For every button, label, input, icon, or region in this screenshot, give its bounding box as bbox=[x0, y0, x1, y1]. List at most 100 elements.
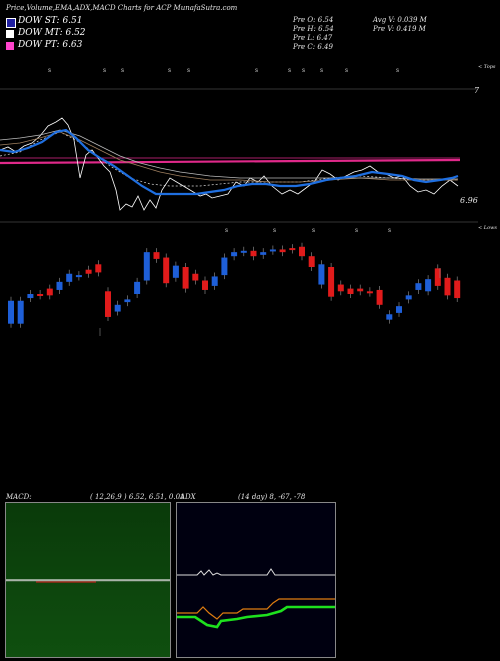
candle-body bbox=[8, 300, 14, 324]
candle-body bbox=[415, 283, 422, 290]
candle-body bbox=[250, 250, 257, 257]
candle-body bbox=[211, 276, 218, 286]
svg-text:s: s bbox=[302, 67, 305, 74]
volume-ticks bbox=[99, 268, 441, 336]
candle-body bbox=[347, 288, 354, 294]
price-high-label: 7 bbox=[474, 86, 480, 95]
candle-body bbox=[269, 249, 276, 252]
ema-blue bbox=[0, 128, 459, 196]
svg-text:s: s bbox=[355, 227, 358, 234]
legend-pt: DOW PT: 6.63 bbox=[18, 40, 83, 50]
legend-swatch-mt bbox=[6, 30, 14, 38]
price-low-label: 6.96 bbox=[460, 196, 478, 205]
candle-body bbox=[444, 277, 451, 296]
macd-svg bbox=[6, 579, 170, 583]
candle-body bbox=[221, 257, 228, 276]
candle-body bbox=[425, 279, 432, 292]
legend-mt: DOW MT: 6.52 bbox=[18, 28, 86, 38]
svg-text:s: s bbox=[396, 67, 399, 74]
candle-body bbox=[337, 284, 344, 292]
svg-text:s: s bbox=[320, 67, 323, 74]
legend-swatch-pt bbox=[6, 42, 14, 50]
candle-body bbox=[202, 280, 208, 290]
candle-body bbox=[134, 281, 141, 294]
candle-body bbox=[308, 256, 315, 267]
candle-body bbox=[328, 267, 335, 297]
candle-body bbox=[396, 306, 402, 313]
macd-params: ( 12,26,9 ) 6.52, 6.51, 0.01 bbox=[90, 493, 185, 501]
candle-body bbox=[182, 267, 189, 289]
legend-st: DOW ST: 6.51 bbox=[18, 16, 83, 26]
svg-text:s: s bbox=[168, 67, 171, 74]
quote-high: Pre H: 6.54 bbox=[293, 25, 334, 33]
candle-body bbox=[105, 291, 111, 317]
candle-body bbox=[114, 304, 121, 312]
candle-body bbox=[56, 281, 63, 290]
legend-swatch-st bbox=[6, 18, 16, 28]
adx-green bbox=[177, 605, 335, 629]
adx-label: ADX bbox=[180, 493, 196, 501]
candle-body bbox=[299, 246, 305, 257]
svg-text:s: s bbox=[388, 227, 391, 234]
svg-text:s: s bbox=[345, 67, 348, 74]
candle-body bbox=[192, 273, 199, 281]
svg-text:s: s bbox=[48, 67, 51, 74]
pt-line bbox=[0, 158, 461, 165]
candle-body bbox=[153, 252, 160, 259]
svg-text:s: s bbox=[121, 67, 124, 74]
candle-body bbox=[434, 268, 441, 286]
macd-label: MACD: bbox=[6, 493, 32, 501]
candle-body bbox=[240, 250, 247, 253]
candle-body bbox=[95, 264, 102, 273]
adx-white bbox=[177, 568, 335, 576]
svg-text:s: s bbox=[288, 67, 291, 74]
candle-body bbox=[405, 295, 412, 300]
candle-body bbox=[376, 289, 383, 305]
candle-body bbox=[17, 300, 24, 324]
price-line bbox=[0, 117, 459, 211]
candle-body bbox=[231, 252, 238, 257]
adx-panel bbox=[176, 502, 336, 658]
svg-text:s: s bbox=[225, 227, 228, 234]
chart-title: Price,Volume,EMA,ADX,MACD Charts for ACP… bbox=[6, 4, 238, 12]
candle-body bbox=[66, 273, 73, 282]
candle-body bbox=[163, 257, 170, 284]
candle-body bbox=[46, 288, 53, 296]
adx-orange bbox=[177, 598, 335, 620]
candle-body bbox=[260, 252, 267, 255]
candle-body bbox=[386, 314, 393, 320]
lows-label: < Lows bbox=[478, 225, 497, 231]
svg-text:s: s bbox=[187, 67, 190, 74]
candle-body bbox=[318, 264, 325, 285]
adx-params: (14 day) 8, -67, -78 bbox=[238, 493, 306, 501]
candle-body bbox=[85, 269, 92, 274]
adx-svg bbox=[177, 568, 335, 629]
quote-close: Pre C: 6.49 bbox=[293, 43, 333, 51]
avg-volume: Avg V: 0.039 M bbox=[373, 16, 427, 24]
candle-body bbox=[289, 248, 296, 251]
ema-grey bbox=[0, 129, 458, 180]
candle-body bbox=[143, 252, 150, 281]
candle-body bbox=[172, 265, 179, 278]
candle-body bbox=[27, 294, 34, 299]
svg-text:s: s bbox=[273, 227, 276, 234]
quote-open: Pre O: 6.54 bbox=[293, 16, 334, 24]
candle-body bbox=[279, 249, 286, 253]
candle-body bbox=[75, 275, 82, 278]
candle-body bbox=[124, 299, 131, 303]
prev-volume: Pre V: 0.419 M bbox=[373, 25, 426, 33]
candle-body bbox=[37, 294, 44, 296]
tops-label: < Tops bbox=[478, 64, 496, 70]
candle-body bbox=[366, 291, 373, 294]
svg-text:s: s bbox=[255, 67, 258, 74]
candles bbox=[8, 242, 461, 328]
svg-text:s: s bbox=[312, 227, 315, 234]
quote-low: Pre L: 6.47 bbox=[293, 34, 333, 42]
svg-text:s: s bbox=[103, 67, 106, 74]
macd-panel bbox=[5, 502, 171, 658]
candle-body bbox=[454, 280, 461, 299]
candle-body bbox=[357, 288, 364, 292]
